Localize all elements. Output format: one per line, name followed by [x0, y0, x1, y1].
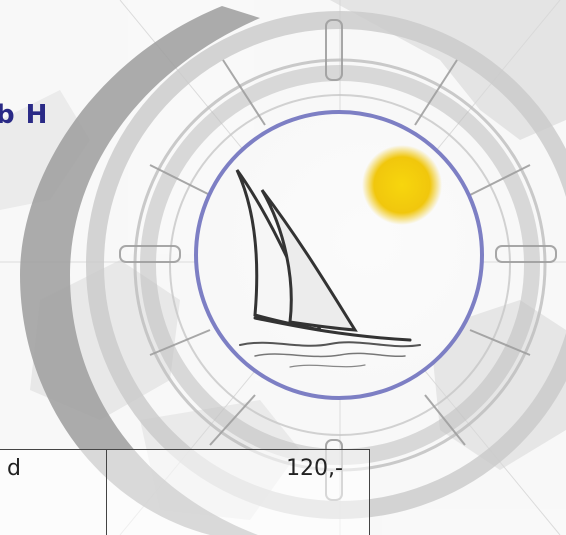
- table-row: d 120,-: [0, 449, 370, 535]
- grey-crescent: [20, 6, 260, 535]
- company-name-fragment: b H: [0, 100, 49, 130]
- item-label-cell: d: [0, 449, 107, 535]
- porthole-rim: [194, 110, 484, 400]
- price-cell: 120,-: [106, 449, 370, 535]
- price-table: d 120,-: [0, 449, 370, 535]
- compass-spokes: [119, 19, 557, 501]
- sun-icon: [362, 145, 442, 225]
- sailboat-icon: [235, 169, 421, 368]
